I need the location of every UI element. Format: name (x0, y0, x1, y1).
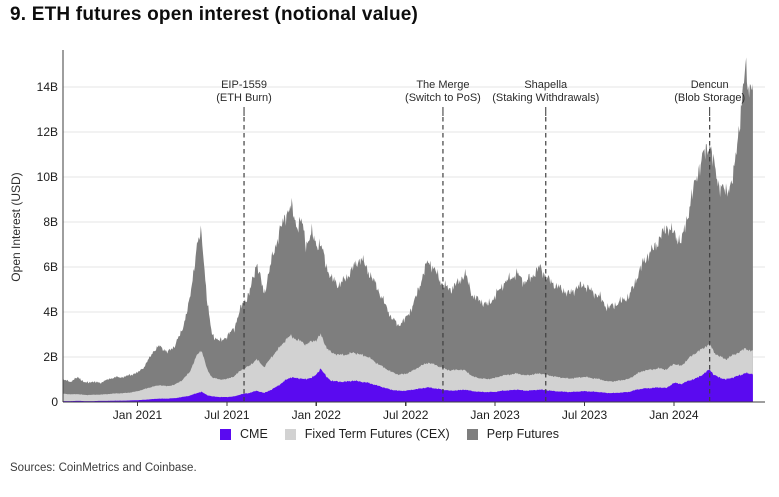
event-name: The Merge (416, 79, 470, 91)
event-annotation: Dencun (Blob Storage) (615, 79, 779, 105)
legend-label: Fixed Term Futures (CEX) (304, 427, 450, 441)
event-annotation: EIP-1559 (ETH Burn) (149, 79, 339, 105)
y-tick-label: 6B (43, 260, 58, 274)
event-detail: (Blob Storage) (674, 92, 746, 104)
y-tick-label: 2B (43, 350, 58, 364)
event-detail: (Staking Withdrawals) (492, 92, 600, 104)
chart-title: 9. ETH futures open interest (notional v… (10, 4, 419, 25)
x-tick-label: Jan 2024 (649, 408, 699, 422)
event-name: EIP-1559 (221, 79, 267, 91)
event-annotation: The Merge (Switch to PoS) (348, 79, 538, 105)
event-name: Shapella (524, 79, 568, 91)
x-tick-label: Jan 2021 (112, 408, 163, 422)
chart-legend: CME Fixed Term Futures (CEX) Perp Futures (0, 427, 779, 441)
area-perp-futures (63, 57, 753, 403)
legend-item: Fixed Term Futures (CEX) (284, 427, 450, 441)
y-tick-label: 12B (36, 125, 58, 139)
legend-item: CME (220, 427, 268, 441)
legend-swatch-icon (284, 428, 296, 440)
event-detail: (ETH Burn) (216, 92, 272, 104)
x-tick-label: Jan 2022 (291, 408, 341, 422)
legend-item: Perp Futures (466, 427, 559, 441)
area-fixed-term-futures (63, 333, 753, 402)
legend-label: Perp Futures (486, 427, 559, 441)
event-detail: (Switch to PoS) (405, 92, 481, 104)
x-tick-label: Jul 2022 (383, 408, 429, 422)
legend-swatch-icon (220, 428, 231, 440)
y-tick-label: 10B (36, 170, 58, 184)
y-tick-label: 4B (43, 305, 58, 319)
x-tick-label: Jul 2021 (204, 408, 250, 422)
event-name: Dencun (690, 79, 729, 91)
source-note: Sources: CoinMetrics and Coinbase. (10, 462, 197, 474)
area-cme (63, 368, 753, 402)
y-tick-label: 0 (51, 395, 58, 409)
y-tick-label: 8B (43, 215, 58, 229)
x-tick-label: Jan 2023 (470, 408, 520, 422)
legend-swatch-icon (466, 428, 478, 440)
x-tick-label: Jul 2023 (561, 408, 608, 422)
event-annotation: Shapella (Staking Withdrawals) (451, 79, 641, 105)
legend-label: CME (240, 427, 268, 441)
y-tick-label: 14B (36, 80, 58, 94)
